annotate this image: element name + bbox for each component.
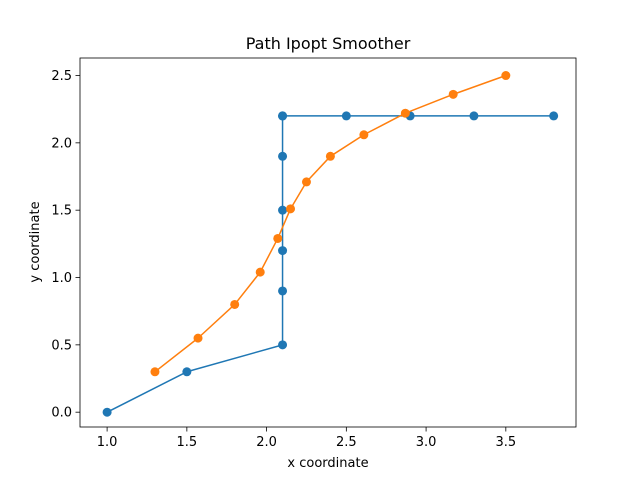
- series-2-point: [150, 367, 160, 377]
- series-1-point: [278, 151, 288, 161]
- series-2: [150, 71, 511, 377]
- series-1-point: [278, 340, 288, 350]
- series-layer: [102, 71, 559, 417]
- series-2-point: [400, 108, 410, 118]
- x-tick-label: 3.0: [416, 435, 437, 450]
- x-tick-label: 2.0: [256, 435, 277, 450]
- series-2-line: [154, 74, 507, 373]
- x-tick-label: 1.0: [97, 435, 118, 450]
- x-tick-label: 2.5: [336, 435, 357, 450]
- y-tick-label: 2.0: [51, 136, 72, 151]
- y-tick-label: 1.0: [51, 271, 72, 286]
- series-1-point: [469, 111, 479, 121]
- series-2-point: [501, 71, 511, 81]
- series-1-point: [278, 111, 288, 121]
- y-tick-label: 2.5: [51, 69, 72, 84]
- series-2-point: [448, 89, 458, 99]
- series-2-point: [301, 177, 311, 187]
- series-1-point: [102, 407, 112, 417]
- series-2-point: [286, 204, 296, 214]
- series-1-point: [549, 111, 559, 121]
- y-axis-label: y coordinate: [28, 201, 43, 282]
- series-2-point: [230, 299, 240, 309]
- series-1-point: [182, 367, 192, 377]
- y-tick-label: 0.0: [51, 406, 72, 421]
- series-1-point: [278, 286, 288, 296]
- series-2-point: [255, 267, 265, 277]
- y-tick-label: 1.5: [51, 204, 72, 219]
- chart-title: Path Ipopt Smoother: [246, 34, 411, 53]
- plot-area-frame: [79, 57, 577, 428]
- x-axis-ticks: 1.0 1.5 2.0 2.5 3.0 3.5: [97, 427, 516, 450]
- series-2-point: [359, 130, 369, 140]
- x-axis-label: x coordinate: [287, 456, 368, 471]
- y-tick-label: 0.5: [51, 338, 72, 353]
- series-2-point: [193, 333, 203, 343]
- y-axis-ticks: 0.0 0.5 1.0 1.5 2.0 2.5: [51, 69, 80, 421]
- series-1-point: [278, 246, 288, 256]
- x-tick-label: 3.5: [495, 435, 516, 450]
- series-2-point: [325, 151, 335, 161]
- series-1-point: [341, 111, 351, 121]
- series-1: [102, 111, 559, 417]
- series-1-point: [278, 205, 288, 215]
- series-2-point: [273, 233, 283, 243]
- series-1-line: [106, 115, 555, 413]
- x-tick-label: 1.5: [177, 435, 198, 450]
